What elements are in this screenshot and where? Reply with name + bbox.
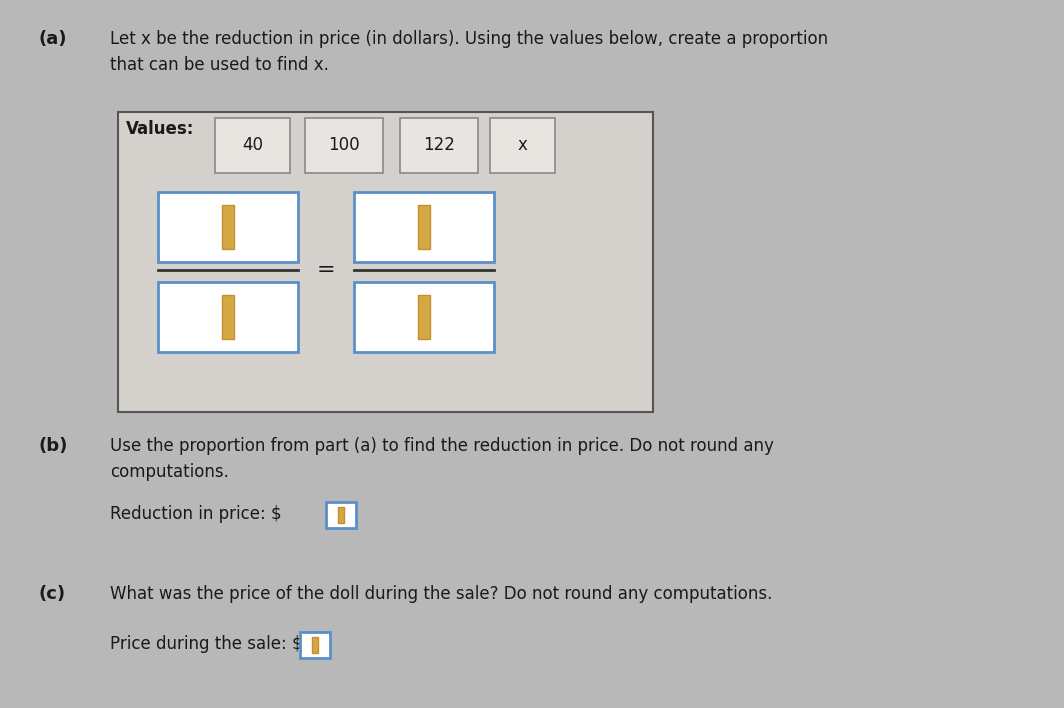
Bar	[157, 192, 298, 262]
Text: (a): (a)	[38, 30, 66, 48]
Bar	[354, 192, 494, 262]
Text: x: x	[517, 137, 528, 154]
Bar	[354, 282, 494, 352]
Bar	[312, 637, 318, 653]
Bar	[222, 295, 234, 338]
Bar	[157, 282, 298, 352]
Bar	[118, 112, 653, 412]
Text: Use the proportion from part (a) to find the reduction in price. Do not round an: Use the proportion from part (a) to find…	[110, 437, 774, 455]
Bar	[326, 502, 356, 528]
Text: Price during the sale: $: Price during the sale: $	[110, 635, 302, 653]
Bar	[215, 118, 290, 173]
Text: that can be used to find x.: that can be used to find x.	[110, 56, 329, 74]
Bar	[491, 118, 555, 173]
Text: What was the price of the doll during the sale? Do not round any computations.: What was the price of the doll during th…	[110, 585, 772, 603]
Bar	[400, 118, 478, 173]
Text: Values:: Values:	[126, 120, 195, 138]
Text: 122: 122	[423, 137, 455, 154]
Bar	[300, 632, 330, 658]
Text: =: =	[317, 260, 335, 280]
Text: computations.: computations.	[110, 463, 229, 481]
Bar	[418, 205, 430, 249]
Bar	[222, 205, 234, 249]
Text: (b): (b)	[38, 437, 67, 455]
Bar	[338, 507, 344, 523]
Text: (c): (c)	[38, 585, 65, 603]
Bar	[305, 118, 383, 173]
Text: Let x be the reduction in price (in dollars). Using the values below, create a p: Let x be the reduction in price (in doll…	[110, 30, 828, 48]
Bar	[418, 295, 430, 338]
Text: 100: 100	[328, 137, 360, 154]
Text: Reduction in price: $: Reduction in price: $	[110, 505, 282, 523]
Text: 40: 40	[242, 137, 263, 154]
